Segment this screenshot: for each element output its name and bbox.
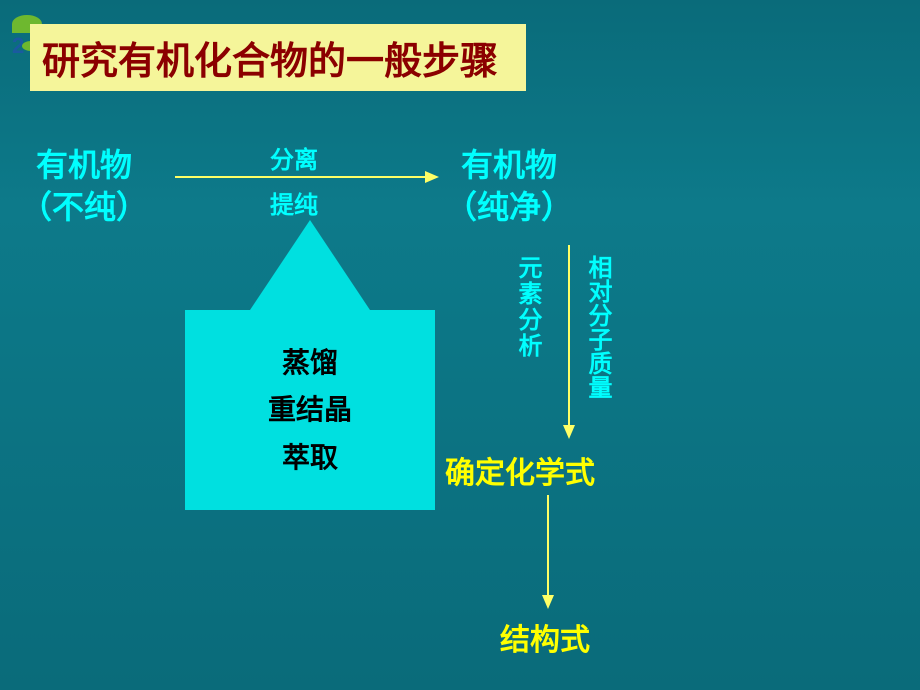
- method-1: 蒸馏: [282, 339, 338, 387]
- arrow-impure-to-pure: [175, 176, 425, 178]
- node-impure-line1: 有机物: [20, 145, 148, 187]
- method-3: 萃取: [282, 434, 338, 482]
- arrowhead-pure-to-formula: [563, 425, 575, 439]
- arrow-formula-to-struct: [547, 495, 549, 595]
- slide-title: 研究有机化合物的一般步骤: [42, 41, 498, 83]
- arrowhead-formula-to-struct: [542, 595, 554, 609]
- methods-arrow-icon: [250, 220, 370, 310]
- node-formula: 确定化学式: [445, 448, 595, 492]
- node-pure-line2: （纯净）: [445, 187, 573, 229]
- node-pure: 有机物 （纯净）: [445, 145, 573, 228]
- methods-box: 蒸馏 重结晶 萃取: [185, 310, 435, 510]
- label-element-analysis: 元素分析: [510, 255, 545, 359]
- node-pure-line1: 有机物: [445, 145, 573, 187]
- node-structure: 结构式: [500, 615, 590, 659]
- arrow-pure-to-formula: [568, 245, 570, 425]
- arrowhead-impure-to-pure: [425, 171, 439, 183]
- label-purify: 提纯: [270, 185, 318, 220]
- node-impure: 有机物 （不纯）: [20, 145, 148, 228]
- node-impure-line2: （不纯）: [20, 187, 148, 229]
- label-separate: 分离: [270, 140, 318, 175]
- slide-title-box: 研究有机化合物的一般步骤: [30, 24, 526, 91]
- label-molecular-mass: 相对分子质量: [580, 255, 615, 399]
- method-2: 重结晶: [268, 386, 352, 434]
